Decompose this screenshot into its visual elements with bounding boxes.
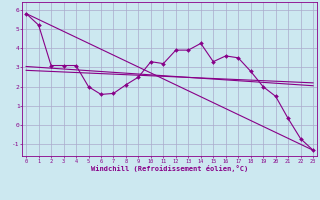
X-axis label: Windchill (Refroidissement éolien,°C): Windchill (Refroidissement éolien,°C) xyxy=(91,165,248,172)
